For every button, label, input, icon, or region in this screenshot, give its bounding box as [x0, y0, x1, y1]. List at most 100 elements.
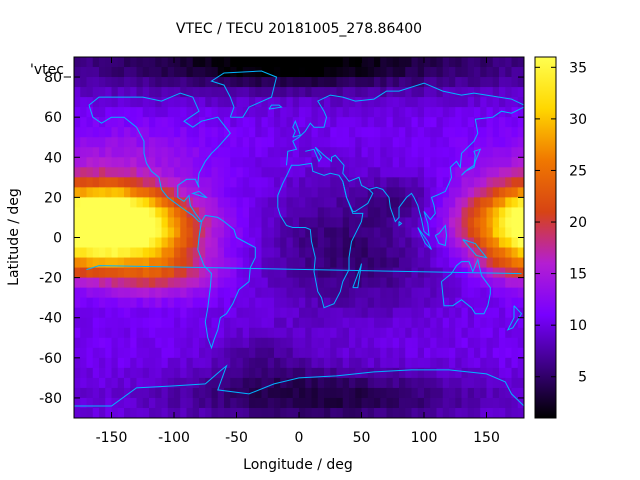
heatmap-cell [417, 177, 425, 188]
heatmap-cell [192, 87, 200, 98]
heatmap-cell [105, 77, 112, 88]
heatmap-cell [242, 367, 250, 379]
heatmap-cell [286, 97, 294, 108]
heatmap-cell [242, 197, 250, 208]
heatmap-cell [436, 147, 444, 158]
heatmap-cell [474, 377, 481, 389]
heatmap-cell [449, 217, 456, 228]
heatmap-cell [511, 167, 519, 178]
heatmap-cell [305, 357, 312, 369]
heatmap-cell [430, 257, 437, 269]
heatmap-cell [199, 157, 206, 168]
heatmap-cell [180, 267, 187, 279]
heatmap-cell [355, 237, 362, 249]
heatmap-cell [230, 327, 237, 339]
heatmap-cell [167, 227, 175, 238]
heatmap-cell [174, 157, 181, 168]
heatmap-cell [242, 397, 250, 409]
heatmap-cell [230, 77, 237, 88]
heatmap-cell [311, 337, 319, 349]
heatmap-cell [392, 247, 400, 259]
heatmap-cell [299, 367, 306, 379]
heatmap-cell [117, 57, 125, 68]
heatmap-cell [417, 287, 425, 299]
heatmap-cell [361, 207, 369, 218]
heatmap-cell [236, 317, 244, 329]
heatmap-cell [424, 197, 431, 208]
heatmap-cell [161, 247, 169, 259]
heatmap-cell [405, 57, 412, 68]
heatmap-cell [142, 327, 150, 339]
heatmap-cell [161, 337, 169, 349]
heatmap-cell [355, 167, 362, 178]
heatmap-cell [292, 157, 300, 168]
heatmap-cell [461, 327, 469, 339]
heatmap-cell [411, 117, 419, 128]
heatmap-cell [511, 147, 519, 158]
heatmap-cell [130, 167, 137, 178]
heatmap-cell [80, 157, 87, 168]
heatmap-cell [299, 247, 306, 259]
heatmap-cell [361, 397, 369, 409]
heatmap-cell [274, 77, 281, 88]
heatmap-cell [211, 67, 219, 78]
coastline [434, 224, 448, 247]
heatmap-cell [280, 397, 287, 409]
heatmap-cell [492, 397, 500, 409]
heatmap-cell [417, 197, 425, 208]
heatmap-cell [317, 367, 325, 379]
heatmap-cell [517, 217, 525, 228]
heatmap-cell [505, 57, 512, 68]
heatmap-cell [174, 147, 181, 158]
heatmap-cell [205, 287, 212, 299]
heatmap-cell [292, 287, 300, 299]
heatmap-cell [211, 407, 219, 419]
heatmap-cell [417, 307, 425, 319]
heatmap-cell [511, 117, 519, 128]
heatmap-cell [492, 217, 500, 228]
heatmap-cell [305, 167, 312, 178]
heatmap-cell [424, 137, 431, 148]
heatmap-cell [249, 117, 256, 128]
heatmap-cell [161, 217, 169, 228]
heatmap-cell [199, 287, 206, 299]
heatmap-cell [111, 317, 119, 329]
heatmap-cell [167, 327, 175, 339]
y-tick-label: 0 [53, 231, 62, 247]
heatmap-cell [117, 287, 125, 299]
heatmap-cell [261, 127, 269, 138]
heatmap-cell [461, 97, 469, 108]
heatmap-cell [317, 127, 325, 138]
heatmap-cell [205, 317, 212, 329]
heatmap-cell [286, 327, 294, 339]
heatmap-cell [442, 177, 450, 188]
heatmap-cell [299, 207, 306, 218]
heatmap-cell [249, 397, 256, 409]
heatmap-cell [286, 127, 294, 138]
heatmap-cell [386, 107, 394, 118]
heatmap-cell [161, 177, 169, 188]
heatmap-cell [230, 387, 237, 399]
heatmap-cell [136, 177, 144, 188]
heatmap-cell [149, 347, 156, 359]
heatmap-cell [424, 357, 431, 369]
heatmap-cell [217, 307, 225, 319]
heatmap-cell [255, 277, 262, 289]
heatmap-cell [399, 337, 406, 349]
heatmap-cell [280, 167, 287, 178]
heatmap-cell [161, 407, 169, 419]
heatmap-cell [355, 247, 362, 259]
heatmap-cell [505, 127, 512, 138]
heatmap-cell [467, 177, 475, 188]
heatmap-cell [505, 317, 512, 329]
heatmap-cell [130, 277, 137, 289]
heatmap-cell [317, 387, 325, 399]
heatmap-cell [155, 357, 162, 369]
heatmap-cell [424, 177, 431, 188]
heatmap-cell [305, 177, 312, 188]
heatmap-cell [299, 167, 306, 178]
heatmap-cell [311, 227, 319, 238]
heatmap-cell [86, 377, 94, 389]
heatmap-cell [199, 187, 206, 198]
